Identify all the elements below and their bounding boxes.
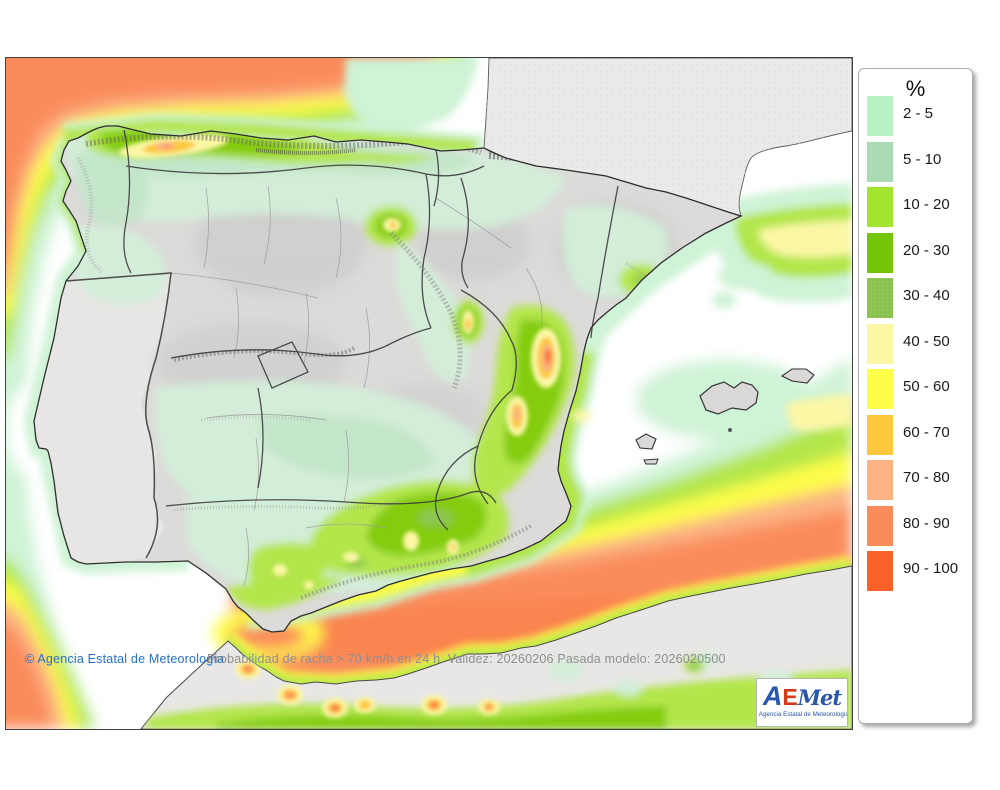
legend-color-swatch	[867, 414, 893, 455]
legend-item: 50 - 60	[859, 366, 972, 412]
legend-range-label: 2 - 5	[903, 105, 934, 122]
logo-letter-e: E	[782, 684, 798, 710]
legend-item: 20 - 30	[859, 230, 972, 276]
legend-color-swatch	[867, 141, 893, 182]
legend-color-swatch	[867, 369, 893, 409]
legend-range-label: 60 - 70	[903, 423, 950, 441]
legend-range-label: 5 - 10	[903, 150, 942, 168]
aemet-logo-wordmark: AEMet	[757, 681, 847, 711]
legend-range-label: 50 - 60	[903, 378, 950, 395]
probability-map	[6, 58, 852, 729]
legend-item: 2 - 5	[859, 93, 972, 139]
legend-item: 80 - 90	[859, 503, 972, 549]
legend-range-label: 80 - 90	[903, 514, 950, 532]
legend-color-swatch	[867, 323, 893, 364]
hotspot-cores	[119, 134, 561, 589]
legend-item: 70 - 80	[859, 457, 972, 503]
balearic-islands	[635, 368, 815, 465]
legend-range-label: 40 - 50	[903, 332, 950, 350]
legend-range-label: 70 - 80	[903, 469, 950, 486]
regional-borders	[65, 129, 619, 559]
legend-item: 30 - 40	[859, 275, 972, 321]
logo-letters-met: Met	[797, 685, 842, 710]
iberia-coastline	[33, 125, 743, 633]
legend-item: 60 - 70	[859, 412, 972, 458]
legend-color-swatch	[867, 232, 893, 273]
province-borders	[170, 185, 543, 587]
legend-item: 5 - 10	[859, 139, 972, 185]
portugal-landmass	[34, 273, 171, 564]
legend-color-swatch	[867, 551, 893, 591]
legend-range-label: 90 - 100	[903, 560, 959, 577]
legend-item: 40 - 50	[859, 321, 972, 367]
france-texture	[484, 58, 852, 216]
legend-color-swatch	[867, 505, 893, 546]
legend-color-swatch	[867, 460, 893, 500]
logo-subtitle: Agencia Estatal de Meteorología	[758, 711, 848, 718]
legend-rows: 2 - 5 5 - 10 10 - 20 20 - 30 30 - 40 40 - 50 5…	[859, 93, 972, 594]
legend-item: 10 - 20	[859, 184, 972, 230]
legend-color-swatch	[867, 187, 893, 227]
aemet-logo: AEMet Agencia Estatal de Meteorología	[756, 678, 848, 727]
logo-letter-a: A	[762, 681, 783, 711]
legend-title: %	[905, 76, 926, 101]
land-probability-overlays	[61, 126, 669, 610]
africa-overlays	[146, 652, 852, 729]
legend-range-label: 10 - 20	[903, 196, 950, 213]
legend-panel: % 2 - 5 5 - 10 10 - 20 20 - 30 30 - 40 40 - 5…	[858, 68, 973, 724]
legend-color-swatch	[867, 278, 893, 318]
legend-color-swatch	[867, 96, 893, 136]
map-title-text: Probabilidad de racha > 70 km/h en 24 h.…	[207, 652, 726, 666]
legend-item: 90 - 100	[859, 548, 972, 594]
copyright-text: © Agencia Estatal de Meteorología	[25, 652, 225, 666]
legend-range-label: 20 - 30	[903, 241, 950, 259]
map-frame: © Agencia Estatal de Meteorología Probab…	[5, 57, 853, 730]
legend-range-label: 30 - 40	[903, 287, 950, 304]
